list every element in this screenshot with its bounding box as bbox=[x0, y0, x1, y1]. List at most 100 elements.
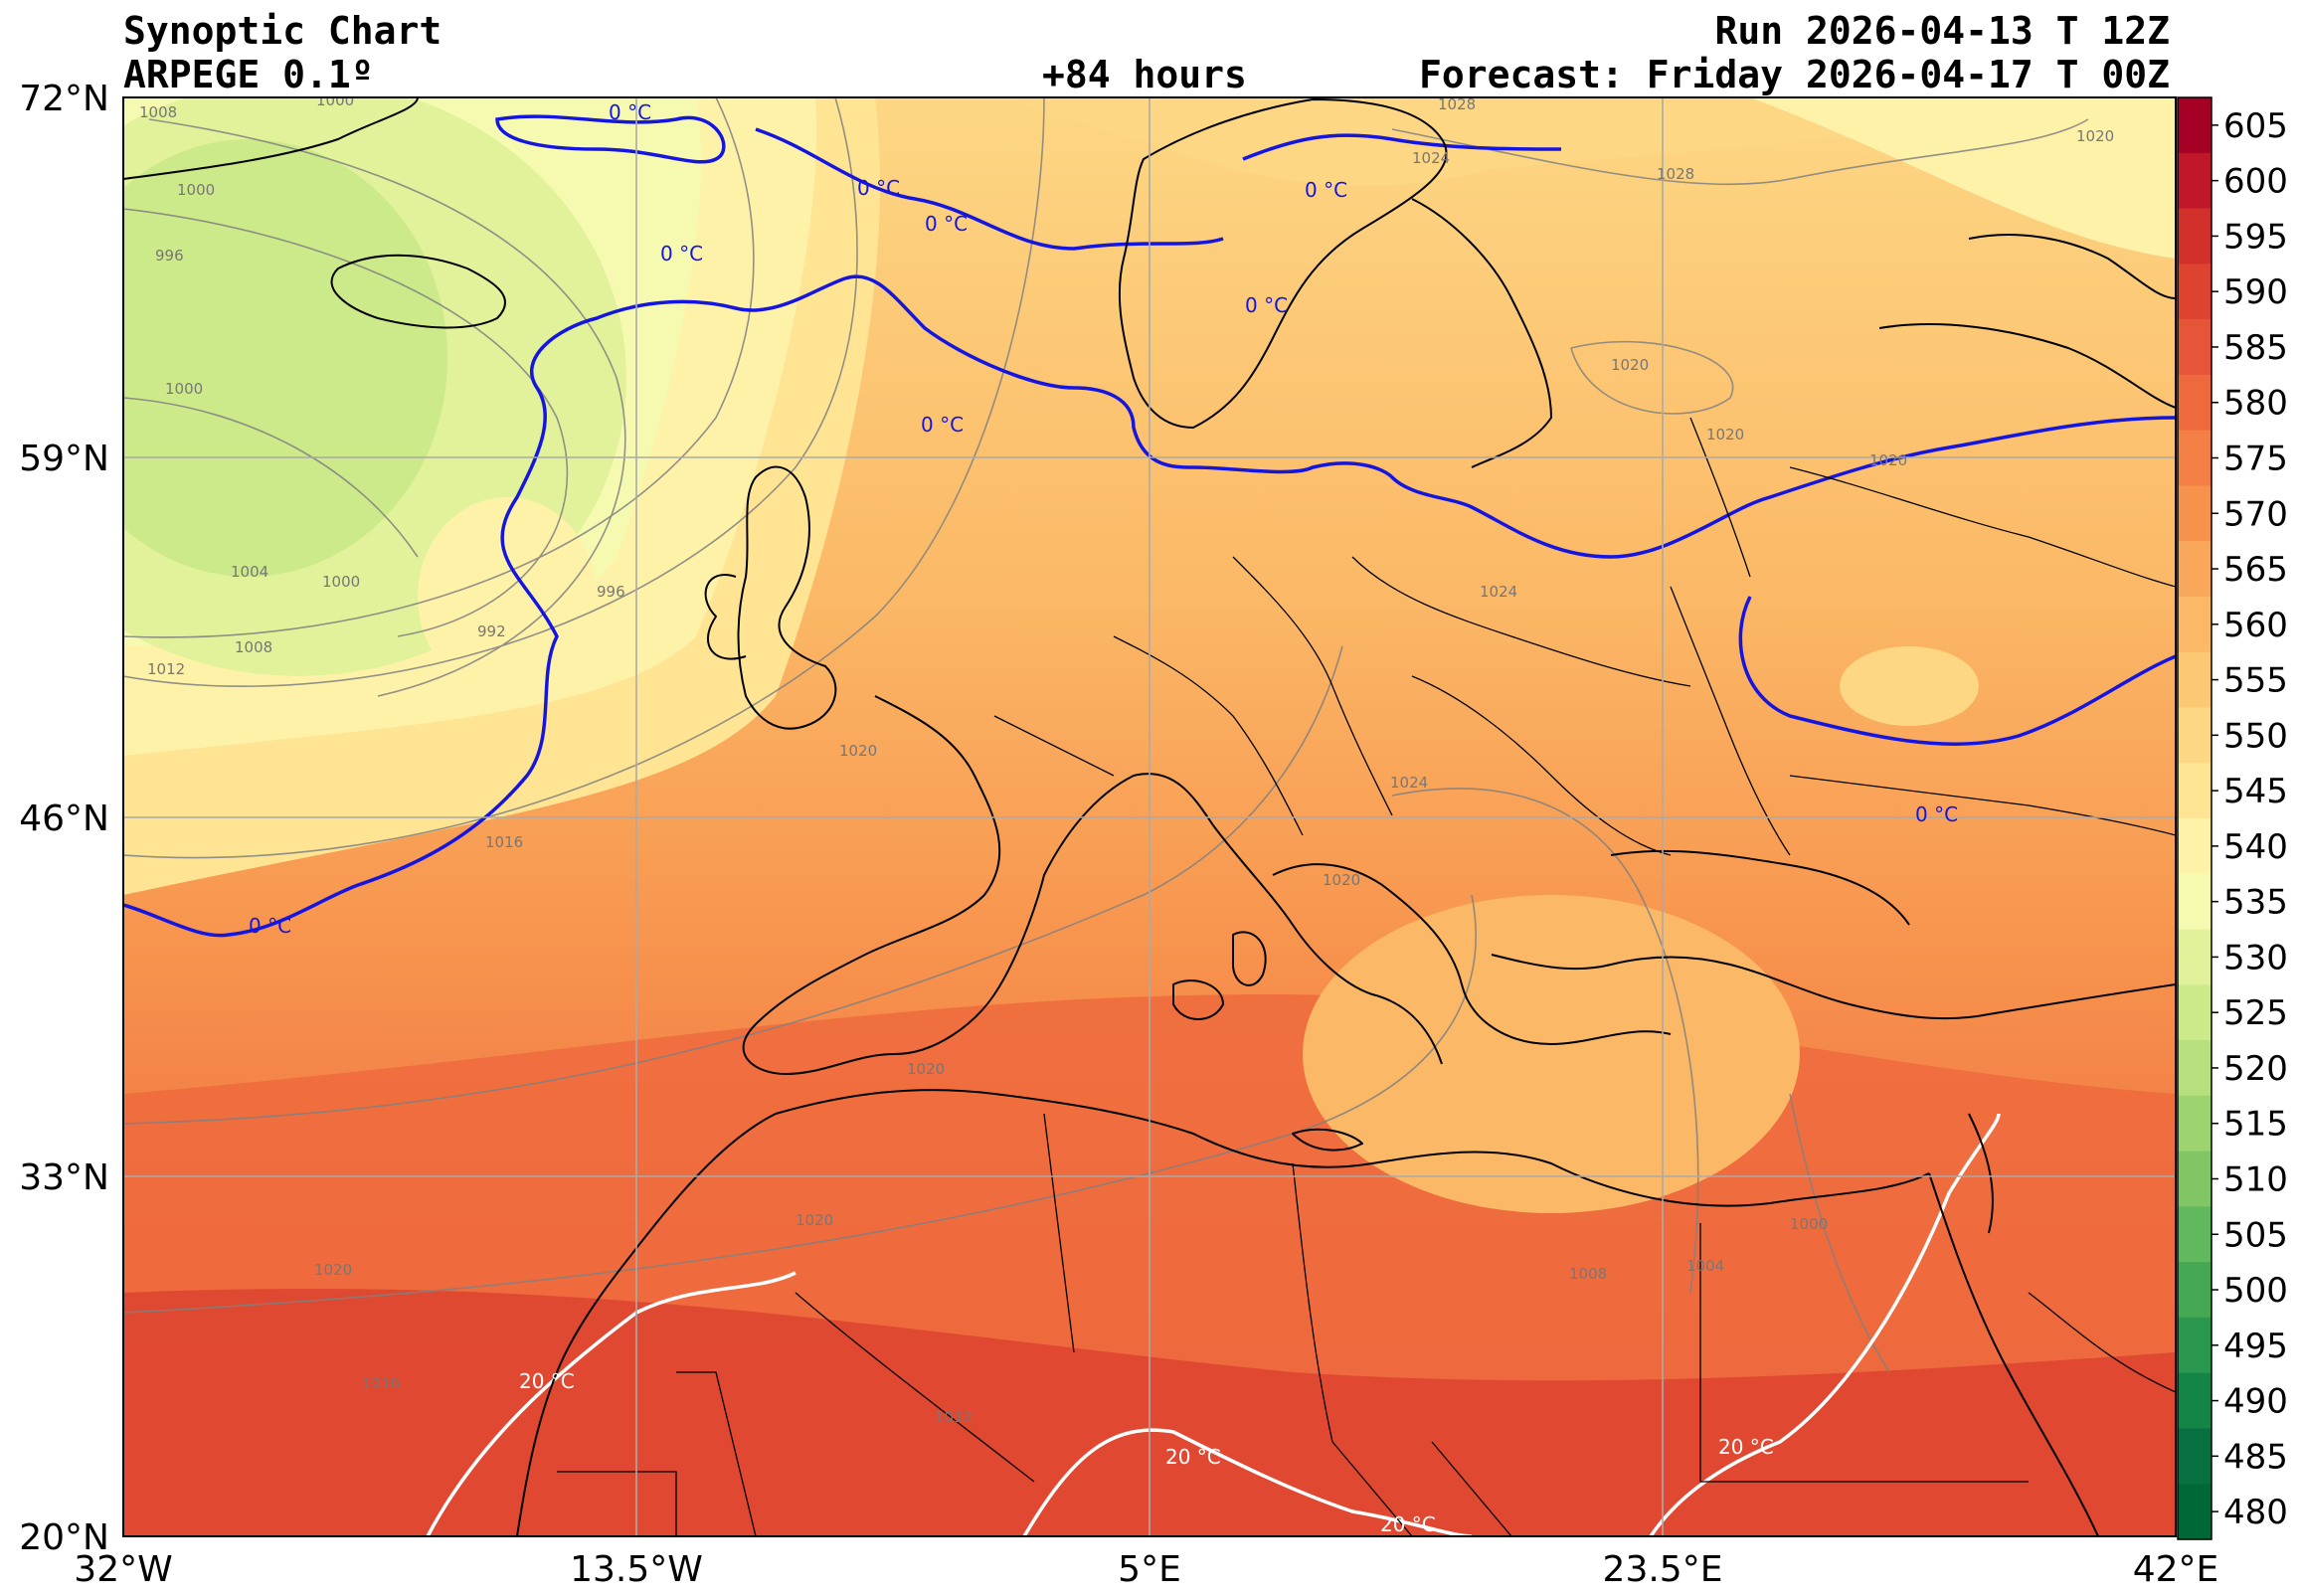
colorbar-swatch bbox=[2178, 208, 2212, 265]
isotherm-20c-central bbox=[1022, 1428, 1473, 1536]
isotherm-20-label: 20 °C bbox=[1718, 1435, 1774, 1459]
central-med-trough bbox=[1303, 895, 1800, 1213]
isotherm-0c-main bbox=[123, 274, 2176, 938]
lon-tick-label: 23.5°E bbox=[1603, 1549, 1723, 1590]
map-field: 1008 1000 1000 996 1000 1004 1000 992 99… bbox=[123, 91, 2176, 1536]
isotherm-20c-east bbox=[1649, 1113, 2001, 1536]
isobars bbox=[123, 97, 2089, 1373]
isotherm-0-labels: 0 °C 0 °C 0 °C 0 °C 0 °C 0 °C 0 °C 0 °C … bbox=[249, 100, 1958, 938]
isobar-label: 1024 bbox=[1390, 774, 1428, 792]
colorbar-label: 520 bbox=[2223, 1049, 2288, 1089]
lon-tick-label: 42°E bbox=[2133, 1549, 2219, 1590]
colorbar-swatch bbox=[2178, 1206, 2212, 1263]
colorbar-swatch bbox=[2178, 1428, 2212, 1485]
isobar-label: 1004 bbox=[1686, 1257, 1724, 1275]
colorbar-swatch bbox=[2178, 1151, 2212, 1207]
isotherm-0-label: 0 °C bbox=[1245, 293, 1288, 317]
lon-tick-label: 13.5°W bbox=[570, 1549, 703, 1590]
isobar-label: 1020 bbox=[907, 1060, 945, 1078]
colorbar-label: 565 bbox=[2223, 550, 2288, 590]
lat-tick-label: 46°N bbox=[19, 798, 109, 839]
colorbar-label: 530 bbox=[2223, 938, 2288, 977]
isotherm-0-label: 0 °C bbox=[1305, 178, 1347, 202]
colorbar-swatch bbox=[2178, 818, 2212, 875]
isobar-label: 1024 bbox=[1412, 149, 1450, 167]
colorbar-swatch bbox=[2178, 374, 2212, 432]
longitude-ticks: 32°W 13.5°W 5°E 23.5°E 42°E bbox=[74, 1549, 2218, 1590]
colorbar-frame bbox=[2177, 96, 2212, 1540]
isotherm-0c-east bbox=[1738, 596, 2176, 747]
coastlines bbox=[123, 97, 2176, 1536]
isotherm-20-label: 20 °C bbox=[519, 1369, 575, 1393]
colorbar-label: 545 bbox=[2223, 772, 2288, 811]
colorbar-label: 515 bbox=[2223, 1105, 2288, 1145]
isobar-label: 996 bbox=[597, 583, 625, 601]
lead-time: +84 hours bbox=[1042, 53, 1247, 96]
colorbar-label: 540 bbox=[2223, 827, 2288, 867]
isobar-label: 1000 bbox=[177, 181, 215, 199]
isotherm-0c-north-a bbox=[495, 114, 726, 164]
isobar-label: 1012 bbox=[147, 660, 185, 678]
secondary-low bbox=[418, 497, 597, 696]
isobar-label: 1000 bbox=[1790, 1215, 1828, 1233]
isotherm-20c-west bbox=[426, 1271, 796, 1536]
colorbar-swatch bbox=[2178, 1372, 2212, 1430]
colorbar-swatch bbox=[2178, 430, 2212, 486]
colorbar-label: 500 bbox=[2223, 1271, 2288, 1311]
isobar-label: 1016 bbox=[362, 1374, 400, 1392]
colorbar-swatch bbox=[2178, 1317, 2212, 1374]
colorbar-label: 585 bbox=[2223, 328, 2288, 368]
isobar-label: 1020 bbox=[1706, 426, 1744, 443]
colorbar-label: 555 bbox=[2223, 661, 2288, 701]
low-core-2 bbox=[123, 139, 447, 577]
colorbar-label: 570 bbox=[2223, 494, 2288, 534]
colorbar-label: 490 bbox=[2223, 1382, 2288, 1422]
isobar-label: 1000 bbox=[316, 91, 354, 109]
country-borders bbox=[557, 417, 2176, 1536]
isotherm-0c-north-c bbox=[1242, 133, 1562, 161]
colorbar-label: 590 bbox=[2223, 272, 2288, 312]
lon-tick-label: 5°E bbox=[1118, 1549, 1181, 1590]
forecast-time: Forecast: Friday 2026-04-17 T 00Z bbox=[1419, 53, 2170, 96]
graticule bbox=[123, 97, 2176, 1536]
colorbar-label: 595 bbox=[2223, 217, 2288, 257]
colorbar-swatch bbox=[2178, 97, 2212, 154]
colorbar-label: 510 bbox=[2223, 1160, 2288, 1200]
colorbar-swatch bbox=[2178, 873, 2212, 931]
colorbar-swatch bbox=[2178, 541, 2212, 598]
colorbar-swatch bbox=[2178, 152, 2212, 210]
colorbar-swatch bbox=[2178, 984, 2212, 1041]
lat-tick-label: 33°N bbox=[19, 1157, 109, 1198]
colorbar-swatch bbox=[2178, 1095, 2212, 1153]
colorbar-label: 605 bbox=[2223, 106, 2288, 146]
colorbar-label: 505 bbox=[2223, 1215, 2288, 1255]
colorbar-label: 550 bbox=[2223, 716, 2288, 756]
isotherm-0c-north-b bbox=[755, 127, 1224, 251]
lon-tick-label: 32°W bbox=[74, 1549, 172, 1590]
colorbar-swatch bbox=[2178, 1040, 2212, 1097]
isotherm-0-label: 0 °C bbox=[609, 100, 651, 124]
isobar-label: 1024 bbox=[1480, 583, 1517, 601]
isobar-label: 1004 bbox=[231, 563, 268, 581]
isotherm-0-label: 0 °C bbox=[857, 176, 900, 200]
isobar-label: 1020 bbox=[796, 1211, 833, 1229]
colorbar-swatch bbox=[2178, 264, 2212, 320]
map-frame bbox=[122, 96, 2177, 1537]
isotherm-20-label: 20 °C bbox=[1380, 1512, 1436, 1536]
colorbar-label: 575 bbox=[2223, 440, 2288, 479]
colorbar-swatch bbox=[2178, 651, 2212, 709]
colorbar-swatch bbox=[2178, 319, 2212, 376]
isobar-label: 1020 bbox=[1323, 871, 1360, 889]
colorbar-label: 495 bbox=[2223, 1327, 2288, 1366]
isobar-label: 1028 bbox=[1657, 165, 1694, 183]
ne-ridge bbox=[1750, 97, 2176, 259]
isotherm-0-label: 0 °C bbox=[249, 914, 291, 938]
colorbar-label: 525 bbox=[2223, 993, 2288, 1033]
colorbar-label: 535 bbox=[2223, 883, 2288, 923]
isotherm-0-label: 0 °C bbox=[925, 212, 968, 236]
isotherm-20-label: 20 °C bbox=[1165, 1445, 1221, 1469]
isotherm-0-label: 0 °C bbox=[921, 413, 964, 437]
isotherm-0-label: 0 °C bbox=[1915, 802, 1958, 826]
colorbar-swatch bbox=[2178, 1262, 2212, 1319]
